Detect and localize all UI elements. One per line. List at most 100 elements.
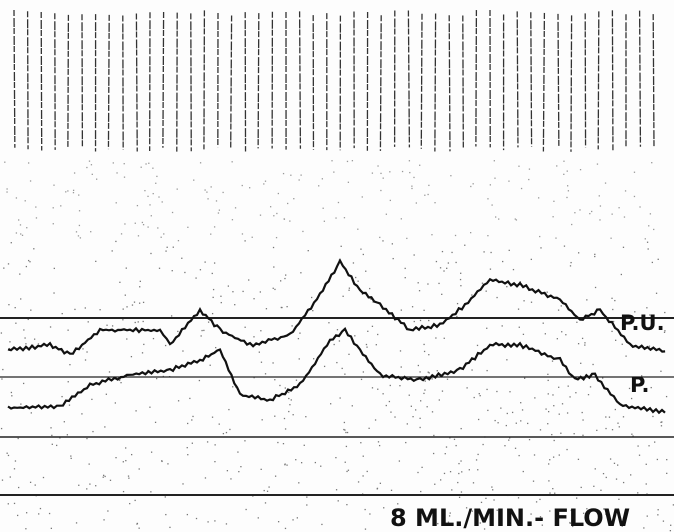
speckle-dot <box>457 481 459 484</box>
speckle-dot <box>135 410 137 412</box>
speckle-dot <box>285 274 287 276</box>
speckle-dot <box>649 314 651 316</box>
speckle-dot <box>552 394 554 396</box>
speckle-dot <box>566 170 568 172</box>
speckle-dot <box>145 163 147 165</box>
speckle-dot <box>400 309 402 311</box>
speckle-dot <box>342 295 344 297</box>
speckle-dot <box>251 236 253 238</box>
speckle-dot <box>489 184 492 186</box>
speckle-dot <box>163 233 165 235</box>
timing-mark <box>230 15 233 149</box>
speckle-dot <box>411 306 414 308</box>
speckle-dot <box>563 173 565 175</box>
speckle-dot <box>295 459 297 461</box>
speckle-dot <box>265 308 268 310</box>
speckle-dot <box>171 270 173 272</box>
speckle-dot <box>496 509 498 511</box>
timing-mark <box>420 13 423 149</box>
speckle-dot <box>131 304 134 306</box>
speckle-dot <box>177 400 180 402</box>
speckle-dot <box>660 425 663 427</box>
speckle-dot <box>408 160 411 162</box>
speckle-dot <box>589 386 592 388</box>
speckle-dot <box>120 381 122 384</box>
speckle-dot <box>211 312 214 315</box>
speckle-dot <box>240 466 242 468</box>
speckle-dot <box>218 423 220 425</box>
speckle-dot <box>84 359 87 361</box>
speckle-dot <box>2 368 4 371</box>
speckle-dot <box>660 421 662 424</box>
speckle-dot <box>17 437 19 440</box>
speckle-dot <box>273 266 275 268</box>
speckle-dot <box>333 171 335 173</box>
speckle-dot <box>593 485 595 487</box>
timing-mark <box>475 10 478 147</box>
speckle-dot <box>215 346 217 349</box>
speckle-dot <box>458 472 460 475</box>
speckle-dot <box>128 477 130 479</box>
speckle-dot <box>139 286 141 288</box>
speckle-dot <box>258 351 260 353</box>
speckle-dot <box>471 294 473 296</box>
speckle-dot <box>506 359 508 361</box>
speckle-dot <box>440 479 442 481</box>
speckle-dot <box>120 233 123 235</box>
speckle-dot <box>126 306 128 308</box>
speckle-dot <box>6 188 8 190</box>
speckle-dot <box>337 500 339 502</box>
speckle-dot <box>34 484 36 486</box>
speckle-dot <box>144 189 146 192</box>
speckle-dot <box>38 513 40 515</box>
speckle-dot <box>86 351 88 353</box>
speckle-dot <box>544 333 546 335</box>
speckle-dot <box>300 462 303 464</box>
speckle-dot <box>226 470 229 472</box>
speckle-dot <box>518 454 520 457</box>
speckle-dot <box>340 245 342 247</box>
speckle-dot <box>212 296 214 299</box>
speckle-dot <box>164 344 167 347</box>
speckle-dot <box>552 456 555 458</box>
speckle-dot <box>382 240 384 242</box>
speckle-dot <box>360 378 363 381</box>
speckle-dot <box>553 439 555 442</box>
speckle-dot <box>184 271 186 274</box>
speckle-dot <box>49 326 52 328</box>
speckle-dot <box>539 429 542 431</box>
speckle-dot <box>30 309 32 311</box>
speckle-dot <box>127 475 130 477</box>
speckle-dot <box>171 211 174 214</box>
speckle-dot <box>157 227 159 229</box>
speckle-dot <box>33 248 35 250</box>
speckle-dot <box>663 331 666 333</box>
speckle-dot <box>560 305 562 307</box>
speckle-dot <box>79 237 82 239</box>
speckle-dot <box>399 385 401 387</box>
speckle-dot <box>547 379 549 382</box>
speckle-dot <box>104 426 106 428</box>
speckle-dot <box>20 233 22 235</box>
speckle-dot <box>631 433 633 435</box>
speckle-dot <box>321 523 323 526</box>
speckle-dot <box>284 428 287 430</box>
speckle-dot <box>598 520 600 522</box>
speckle-dot <box>25 343 27 345</box>
speckle-dot <box>608 515 611 517</box>
speckle-dot <box>177 239 180 242</box>
speckle-dot <box>215 200 218 202</box>
speckle-dot <box>410 405 413 407</box>
speckle-dot <box>487 198 489 200</box>
speckle-dot <box>210 186 212 188</box>
speckle-dot <box>125 267 127 269</box>
speckle-dot <box>618 426 620 428</box>
speckle-dot <box>649 213 652 215</box>
speckle-dot <box>518 165 520 167</box>
speckle-dot <box>133 301 136 303</box>
speckle-dot <box>99 309 101 311</box>
speckle-dot <box>6 191 8 193</box>
speckle-dot <box>167 463 169 465</box>
speckle-dot <box>376 487 379 490</box>
speckle-dot <box>535 501 538 503</box>
